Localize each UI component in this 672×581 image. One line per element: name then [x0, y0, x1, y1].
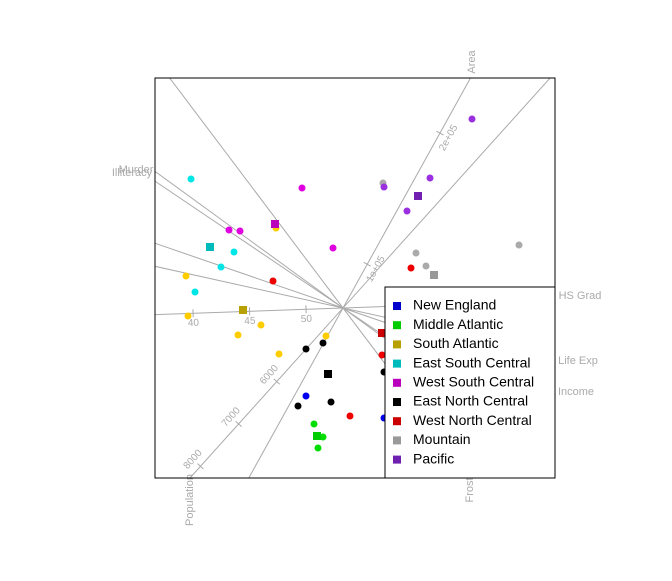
tick-label: 1e+05 — [364, 254, 387, 284]
point — [379, 352, 386, 359]
legend-swatch — [393, 321, 401, 329]
legend-label: Pacific — [413, 450, 454, 466]
point — [408, 265, 415, 272]
point — [303, 393, 310, 400]
point — [381, 184, 388, 191]
point — [270, 278, 277, 285]
point — [516, 242, 523, 249]
legend-label: East North Central — [413, 393, 528, 409]
axis-label: Population — [184, 474, 196, 526]
point — [188, 176, 195, 183]
legend-swatch — [393, 360, 401, 368]
point — [427, 175, 434, 182]
legend-label: East South Central — [413, 354, 531, 370]
point — [218, 264, 225, 271]
legend-swatch — [393, 436, 401, 444]
legend-label: West North Central — [413, 412, 532, 428]
legend-swatch — [393, 456, 401, 464]
legend-swatch — [393, 302, 401, 310]
group-center — [239, 306, 247, 314]
axis-label: HS Grad — [559, 290, 602, 302]
point — [226, 227, 233, 234]
point — [235, 332, 242, 339]
axis-label: Income — [558, 386, 594, 398]
legend-label: New England — [413, 297, 496, 313]
point — [303, 346, 310, 353]
point — [192, 289, 199, 296]
point — [258, 322, 265, 329]
axis-label: Life Exp — [558, 355, 598, 367]
point — [404, 208, 411, 215]
legend-swatch — [393, 398, 401, 406]
group-center — [313, 432, 321, 440]
point — [330, 245, 337, 252]
point — [347, 413, 354, 420]
point — [276, 351, 283, 358]
group-center — [271, 220, 279, 228]
legend: New England Middle Atlantic South Atlantic… — [385, 287, 555, 478]
point — [299, 185, 306, 192]
point — [413, 250, 420, 257]
point — [231, 249, 238, 256]
legend-swatch — [393, 379, 401, 387]
tick-mark — [364, 262, 371, 266]
group-center — [206, 243, 214, 251]
point — [311, 421, 318, 428]
point — [315, 445, 322, 452]
legend-label: Mountain — [413, 431, 471, 447]
tick-mark — [436, 131, 443, 135]
legend-label: West South Central — [413, 374, 534, 390]
tick-label: 8000 — [182, 447, 205, 471]
tick-label: 40 — [188, 318, 200, 329]
point — [469, 116, 476, 123]
group-center — [324, 370, 332, 378]
point — [423, 263, 430, 270]
point — [237, 228, 244, 235]
tick-label: 45 — [244, 316, 256, 327]
tick-label: 7000 — [220, 405, 243, 429]
tick-label: 6000 — [258, 363, 281, 387]
axis-label: Frost — [464, 477, 476, 502]
axis-label: Area — [466, 50, 478, 74]
group-center — [414, 192, 422, 200]
axis-label: Illiteracy — [112, 167, 153, 179]
legend-swatch — [393, 340, 401, 348]
point — [295, 403, 302, 410]
tick-label: 50 — [301, 314, 313, 325]
point — [320, 340, 327, 347]
legend-label: Middle Atlantic — [413, 316, 503, 332]
legend-swatch — [393, 417, 401, 425]
point — [323, 333, 330, 340]
tick-label: 2e+05 — [437, 123, 460, 153]
point — [183, 273, 190, 280]
point — [328, 399, 335, 406]
group-center — [430, 271, 438, 279]
point — [185, 313, 192, 320]
legend-label: South Atlantic — [413, 335, 499, 351]
